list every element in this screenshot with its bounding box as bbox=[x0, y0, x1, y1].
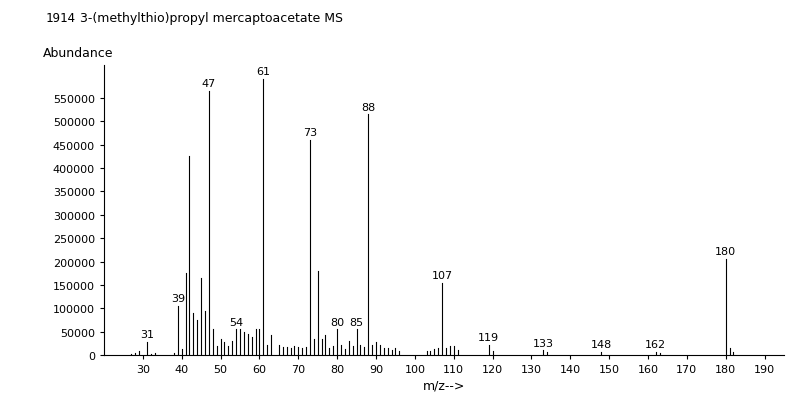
Text: 162: 162 bbox=[646, 339, 666, 349]
Text: 80: 80 bbox=[330, 317, 344, 327]
Text: Abundance: Abundance bbox=[43, 47, 114, 60]
Text: 107: 107 bbox=[431, 270, 453, 280]
Text: 148: 148 bbox=[590, 339, 612, 349]
Text: 88: 88 bbox=[361, 102, 375, 112]
Text: 47: 47 bbox=[202, 79, 216, 89]
Text: 85: 85 bbox=[350, 317, 364, 327]
Text: 133: 133 bbox=[533, 338, 554, 348]
Text: 73: 73 bbox=[303, 128, 317, 138]
X-axis label: m/z-->: m/z--> bbox=[423, 378, 465, 391]
Text: 119: 119 bbox=[478, 332, 499, 342]
Text: 31: 31 bbox=[140, 329, 154, 339]
Text: 180: 180 bbox=[715, 247, 736, 257]
Text: 39: 39 bbox=[170, 294, 185, 304]
Text: 54: 54 bbox=[229, 317, 243, 327]
Text: 61: 61 bbox=[256, 67, 270, 77]
Text: 3-(methylthio)propyl mercaptoacetate MS: 3-(methylthio)propyl mercaptoacetate MS bbox=[80, 12, 343, 25]
Text: 1914: 1914 bbox=[46, 12, 76, 25]
